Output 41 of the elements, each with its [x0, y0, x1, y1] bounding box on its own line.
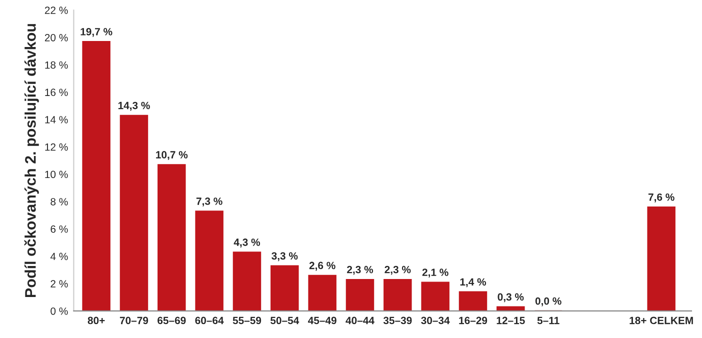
y-tick-label: 0 % [50, 307, 68, 315]
y-tick-label: 18 % [45, 61, 68, 69]
data-label: 4,3 % [234, 238, 260, 248]
y-tick-label: 14 % [45, 116, 68, 124]
x-tick-label: 60–64 [195, 316, 224, 324]
x-tick-label: 18+ CELKEM [630, 316, 693, 324]
y-tick-label: 8 % [50, 198, 68, 206]
data-label: 2,3 % [384, 266, 411, 275]
data-label: 10,7 % [156, 151, 188, 160]
x-tick-label: 16–29 [459, 316, 488, 324]
x-tick-label: 70–79 [120, 316, 148, 324]
y-tick-label: 6 % [50, 225, 68, 233]
data-label: 2,3 % [347, 266, 374, 275]
data-label: 1,4 % [460, 278, 486, 288]
y-tick-label: 12 % [45, 143, 68, 151]
x-tick-label: 35–39 [383, 316, 412, 324]
x-tick-label: 30–34 [421, 316, 450, 324]
x-tick-label: 5–11 [537, 316, 560, 324]
x-tick-label: 12–15 [496, 316, 525, 324]
y-tick-label: 16 % [45, 88, 68, 96]
x-tick-label: 65–69 [158, 316, 186, 324]
y-tick-label: 2 % [50, 280, 68, 288]
y-tick-label: 20 % [44, 34, 68, 42]
x-tick-label: 80+ [88, 316, 105, 324]
y-tick-label: 22 % [44, 6, 68, 14]
data-label: 3,3 % [272, 252, 298, 262]
data-label: 19,7 % [80, 28, 112, 37]
x-tick-label: 50–54 [270, 316, 300, 324]
y-tick-label: 10 % [45, 170, 68, 178]
x-tick-label: 40–44 [346, 316, 374, 324]
data-label: 14,3 % [118, 102, 150, 111]
x-tick-label: 45–49 [308, 316, 336, 324]
y-tick-label: 4 % [50, 252, 68, 260]
data-label: 7,3 % [196, 198, 222, 206]
y-axis-title: Podíl očkovaných 2. posilující dávkou [24, 24, 39, 298]
data-label: 0,0 % [535, 297, 562, 306]
data-label: 0,3 % [498, 293, 524, 302]
x-tick-label: 55–59 [232, 316, 262, 324]
data-label: 7,6 % [648, 193, 674, 202]
data-label: 2,6 % [309, 262, 336, 271]
data-label: 2,1 % [422, 268, 448, 278]
